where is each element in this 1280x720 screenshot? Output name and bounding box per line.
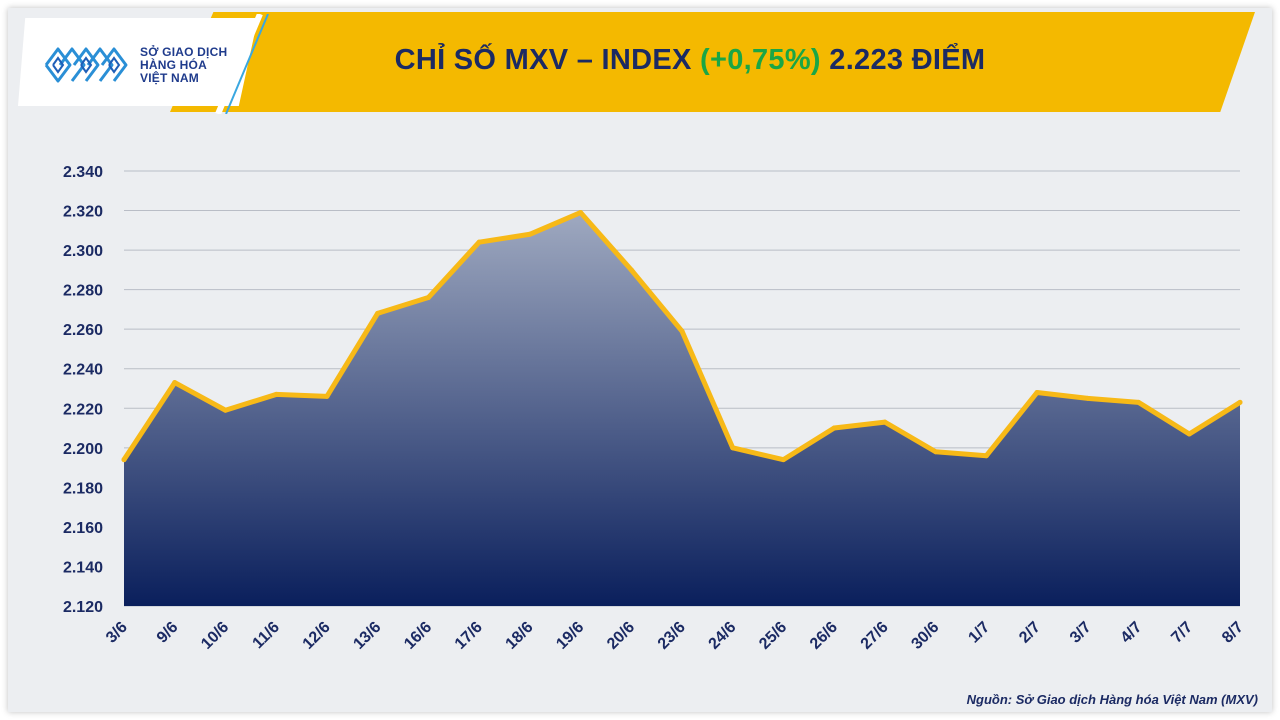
data-point — [578, 210, 584, 216]
title-prefix: CHỈ SỐ MXV – INDEX — [394, 44, 692, 76]
x-tick-label: 16/6 — [401, 619, 435, 653]
logo-line-3: VIỆT NAM — [140, 71, 199, 85]
x-tick-label: 30/6 — [908, 619, 942, 653]
y-tick-label: 2.160 — [63, 520, 103, 537]
data-point — [121, 457, 127, 463]
data-point — [730, 445, 736, 451]
x-tick-label: 18/6 — [503, 619, 537, 653]
data-point — [628, 267, 634, 273]
data-point — [1085, 395, 1091, 401]
x-tick-label: 8/7 — [1219, 619, 1247, 647]
x-tick-label: 17/6 — [452, 619, 486, 653]
x-tick-label: 9/6 — [154, 619, 182, 647]
logo-accent-stripes — [215, 14, 269, 114]
data-point — [527, 231, 533, 237]
y-tick-label: 2.140 — [63, 559, 103, 576]
x-tick-label: 3/7 — [1067, 619, 1095, 647]
x-tick-label: 4/7 — [1118, 619, 1146, 647]
data-point — [375, 310, 381, 316]
data-point — [933, 449, 939, 455]
x-tick-label: 13/6 — [350, 619, 384, 653]
y-tick-label: 2.300 — [63, 243, 103, 260]
y-tick-label: 2.240 — [63, 362, 103, 379]
x-tick-label: 11/6 — [250, 619, 283, 652]
data-point — [222, 407, 228, 413]
y-axis-labels: 2.120 2.140 2.160 2.180 2.200 2.220 2.240 2.260… — [63, 164, 103, 616]
logo-line-1: SỞ GIAO DỊCH — [140, 45, 228, 59]
data-point — [831, 425, 837, 431]
y-tick-label: 2.280 — [63, 283, 103, 300]
x-tick-label: 19/6 — [553, 619, 587, 653]
y-tick-label: 2.340 — [63, 164, 103, 181]
y-tick-label: 2.320 — [63, 204, 103, 221]
chart-title: CHỈ SỐ MXV – INDEX (+0,75%) 2.223 ĐIỂM — [250, 44, 1130, 77]
data-point — [882, 419, 888, 425]
x-tick-label: 7/7 — [1168, 619, 1196, 647]
logo-panel — [18, 18, 258, 106]
logo-text: SỞ GIAO DỊCH HÀNG HÓA VIỆT NAM — [140, 46, 260, 85]
data-point — [983, 453, 989, 459]
title-banner — [170, 12, 1255, 112]
x-tick-label: 20/6 — [604, 619, 638, 653]
data-point — [1186, 431, 1192, 437]
data-point — [780, 457, 786, 463]
area-fill — [124, 212, 1240, 607]
mxv-logo-icon — [44, 47, 128, 83]
x-tick-label: 27/6 — [858, 619, 892, 653]
data-point — [476, 239, 482, 245]
logo-line-2: HÀNG HÓA — [140, 58, 207, 72]
x-tick-label: 1/7 — [965, 619, 993, 647]
x-tick-label: 3/6 — [103, 619, 131, 647]
y-tick-label: 2.200 — [63, 441, 103, 458]
x-tick-label: 24/6 — [706, 619, 740, 653]
x-tick-label: 12/6 — [300, 619, 334, 653]
y-tick-label: 2.180 — [63, 480, 103, 497]
title-value: 2.223 ĐIỂM — [829, 44, 986, 76]
x-tick-label: 10/6 — [198, 619, 232, 653]
x-tick-label: 26/6 — [807, 619, 841, 653]
series-area — [121, 210, 1243, 607]
title-change: (+0,75%) — [700, 44, 821, 76]
data-point — [273, 391, 279, 397]
data-point — [425, 295, 431, 301]
y-tick-label: 2.220 — [63, 401, 103, 418]
data-point — [1237, 399, 1243, 405]
data-point — [172, 380, 178, 386]
y-tick-label: 2.260 — [63, 322, 103, 339]
data-point — [679, 328, 685, 334]
y-tick-label: 2.120 — [63, 599, 103, 616]
data-point — [324, 393, 330, 399]
x-tick-label: 23/6 — [655, 619, 689, 653]
source-note: Nguồn: Sở Giao dịch Hàng hóa Việt Nam (M… — [966, 692, 1258, 707]
data-point — [1136, 399, 1142, 405]
data-point — [1034, 389, 1040, 395]
x-tick-label: 25/6 — [756, 619, 790, 653]
x-tick-label: 2/7 — [1016, 619, 1044, 647]
x-axis-labels: 3/6 9/6 10/6 11/6 12/6 13/6 16/6 17/6 18/6 19/6 20… — [103, 619, 1247, 653]
